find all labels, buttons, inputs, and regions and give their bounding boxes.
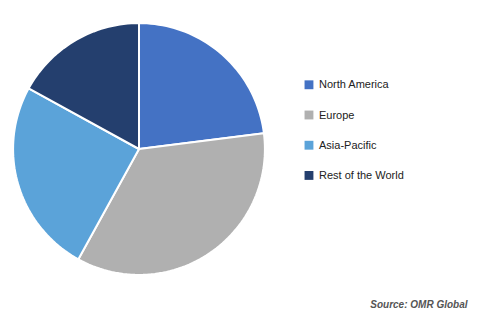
svg-text:Asia-Pacific: Asia-Pacific xyxy=(319,139,377,151)
svg-text:North America: North America xyxy=(319,78,390,90)
svg-text:Europe: Europe xyxy=(319,109,354,121)
svg-text:Rest of the World: Rest of the World xyxy=(319,169,404,181)
svg-text:Source: OMR Global: Source: OMR Global xyxy=(370,299,467,310)
